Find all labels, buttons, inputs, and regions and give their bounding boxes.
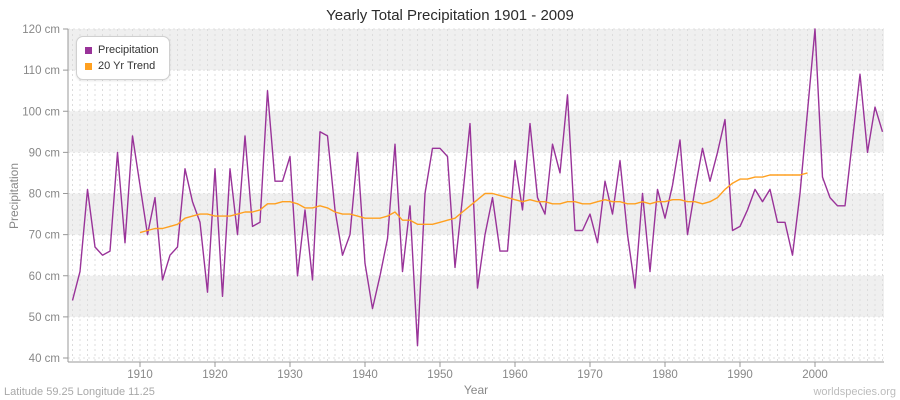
legend-item-trend: 20 Yr Trend — [85, 58, 159, 74]
y-axis-title: Precipitation — [7, 162, 21, 230]
x-tick-label: 1960 — [502, 369, 528, 381]
y-tick-label: 110 cm — [23, 65, 60, 77]
trend-line — [139, 172, 808, 234]
y-tick-label: 80 cm — [29, 189, 60, 201]
precipitation-swatch-icon — [85, 46, 92, 54]
footer-coordinates: Latitude 59.25 Longitude 11.25 — [4, 386, 155, 398]
chart-legend: Precipitation 20 Yr Trend — [76, 36, 170, 80]
x-tick-label: 1910 — [127, 369, 153, 381]
chart-title: Yearly Total Precipitation 1901 - 2009 — [326, 7, 574, 24]
x-tick-label: 1980 — [652, 369, 678, 381]
legend-label: 20 Yr Trend — [98, 60, 156, 72]
y-tick-label: 60 cm — [29, 271, 60, 283]
x-tick-label: 1950 — [427, 369, 453, 381]
precipitation-line — [71, 28, 884, 347]
plot-band — [68, 29, 884, 71]
x-tick-label: 1920 — [202, 369, 228, 381]
y-tick-label: 120 cm — [22, 24, 60, 36]
y-tick-label: 40 cm — [29, 353, 60, 365]
x-tick-label: 1970 — [577, 369, 603, 381]
legend-item-precipitation: Precipitation — [85, 42, 159, 58]
x-axis-title: Year — [463, 383, 489, 397]
x-tick-label: 1940 — [352, 369, 378, 381]
y-tick-label: 70 cm — [29, 230, 60, 242]
plot-band — [68, 275, 884, 317]
footer-source: worldspecies.org — [813, 386, 896, 398]
x-tick-label: 1930 — [277, 369, 303, 381]
y-tick-label: 90 cm — [29, 147, 60, 159]
x-tick-label: 2000 — [802, 369, 828, 381]
y-tick-label: 100 cm — [22, 106, 60, 118]
y-tick-label: 50 cm — [29, 312, 60, 324]
trend-swatch-icon — [85, 62, 92, 70]
plot-band — [68, 111, 884, 153]
legend-label: Precipitation — [98, 44, 159, 56]
x-tick-label: 1990 — [727, 369, 753, 381]
